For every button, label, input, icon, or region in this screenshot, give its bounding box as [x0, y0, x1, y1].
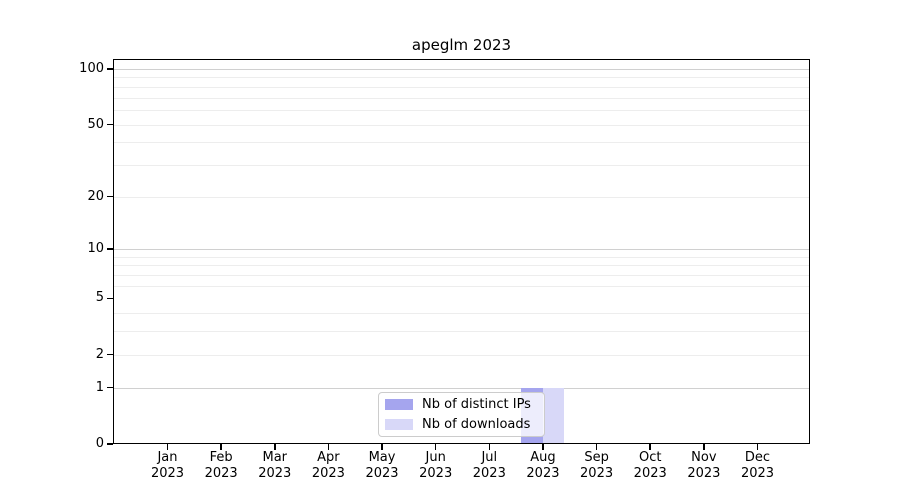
- y-tick-label: 2: [95, 346, 104, 362]
- y-tick-mark: [107, 353, 113, 356]
- minor-gridline: [113, 142, 810, 144]
- y-tick-label: 20: [87, 188, 104, 204]
- y-tick-label: 50: [87, 116, 104, 132]
- y-tick-mark: [107, 386, 113, 389]
- x-tick-label-month: Aug: [530, 450, 556, 465]
- y-tick-label: 10: [87, 241, 104, 257]
- x-tick-label-month: Nov: [691, 450, 717, 465]
- legend: Nb of distinct IPs Nb of downloads: [378, 392, 545, 437]
- x-tick-label-month: Jul: [481, 450, 498, 465]
- legend-entry-distinct-ips: Nb of distinct IPs: [385, 395, 536, 415]
- x-tick-mark: [649, 444, 651, 450]
- legend-swatch-downloads: [385, 418, 413, 430]
- legend-entry-downloads: Nb of downloads: [385, 415, 536, 435]
- x-tick-mark: [595, 444, 598, 450]
- legend-label-downloads: Nb of downloads: [422, 416, 531, 432]
- x-tick-label: Apr 2023: [293, 450, 363, 482]
- x-tick-label: Oct 2023: [615, 450, 685, 482]
- x-tick-label-month: Dec: [744, 450, 771, 465]
- minor-gridline: [113, 275, 810, 277]
- x-tick-label-year: 2023: [740, 466, 775, 481]
- x-tick-label: Feb 2023: [186, 450, 256, 482]
- legend-swatch-distinct-ips: [385, 399, 413, 411]
- x-tick-label: Mar 2023: [240, 450, 310, 482]
- x-tick-mark: [756, 444, 759, 450]
- x-tick-label-year: 2023: [472, 466, 506, 481]
- x-tick-label-year: 2023: [365, 466, 399, 481]
- y-tick-mark: [107, 248, 113, 250]
- y-tick-mark: [107, 443, 113, 445]
- chart-title: apeglm 2023: [411, 36, 512, 54]
- minor-gridline: [113, 331, 810, 333]
- x-tick-label: Jan 2023: [133, 450, 203, 482]
- y-tick-mark: [107, 195, 113, 198]
- y-tick-mark: [107, 123, 113, 126]
- y-tick-label: 1: [95, 379, 104, 395]
- x-tick-label-month: Jan: [157, 450, 178, 465]
- y-tick-label: 100: [79, 61, 104, 76]
- minor-gridline: [113, 77, 810, 79]
- x-tick-label-month: Sep: [584, 450, 609, 465]
- major-gridline: [113, 387, 810, 389]
- x-tick-label-year: 2023: [150, 466, 185, 481]
- x-tick-label-month: Jun: [425, 450, 446, 465]
- minor-gridline: [113, 164, 810, 166]
- x-tick-label: Aug 2023: [508, 450, 578, 482]
- minor-gridline: [113, 285, 810, 287]
- minor-gridline: [113, 196, 810, 198]
- x-tick-label-year: 2023: [526, 466, 560, 481]
- x-tick-label-month: Oct: [638, 450, 662, 465]
- x-tick-mark: [381, 444, 383, 450]
- minor-gridline: [113, 124, 810, 126]
- minor-gridline: [113, 354, 810, 356]
- plot-area: [113, 59, 810, 444]
- minor-gridline: [113, 313, 810, 315]
- x-tick-label: Jul 2023: [454, 450, 524, 482]
- x-tick-mark: [220, 444, 222, 450]
- x-tick-label-year: 2023: [204, 466, 238, 481]
- x-tick-label: Jun 2023: [401, 450, 471, 482]
- legend-label-distinct-ips: Nb of distinct IPs: [422, 397, 531, 413]
- y-tick-label: 5: [95, 290, 104, 306]
- minor-gridline: [113, 86, 810, 88]
- minor-gridline: [113, 109, 810, 111]
- x-tick-label: May 2023: [347, 450, 417, 482]
- x-tick-label-month: Feb: [209, 450, 233, 465]
- x-tick-label-month: May: [368, 450, 396, 465]
- x-tick-mark: [542, 444, 544, 450]
- x-tick-label-year: 2023: [687, 466, 721, 481]
- minor-gridline: [113, 265, 810, 267]
- x-tick-mark: [488, 444, 491, 450]
- plot-border: [113, 59, 810, 444]
- y-tick-mark: [107, 297, 113, 300]
- x-tick-label: Nov 2023: [669, 450, 739, 482]
- x-tick-mark: [434, 444, 437, 450]
- minor-gridline: [113, 256, 810, 258]
- major-gridline: [113, 69, 810, 70]
- x-tick-label-year: 2023: [419, 466, 453, 481]
- x-tick-mark: [327, 444, 330, 450]
- x-tick-label-month: Mar: [262, 450, 288, 465]
- minor-gridline: [113, 97, 810, 99]
- bar-downloads-aug-2023: [542, 387, 565, 444]
- x-tick-label-year: 2023: [311, 466, 345, 481]
- x-tick-label-year: 2023: [633, 466, 667, 481]
- y-tick-label: 0: [95, 436, 104, 451]
- x-tick-mark: [703, 444, 705, 450]
- x-tick-mark: [274, 444, 276, 450]
- x-tick-label: Dec 2023: [723, 450, 793, 482]
- x-tick-mark: [166, 444, 169, 450]
- x-tick-label-year: 2023: [258, 466, 292, 481]
- major-gridline: [113, 249, 810, 251]
- x-tick-label: Sep 2023: [562, 450, 632, 482]
- x-tick-label-year: 2023: [580, 466, 614, 481]
- y-tick-mark: [107, 68, 113, 70]
- x-tick-label-month: Apr: [317, 450, 340, 465]
